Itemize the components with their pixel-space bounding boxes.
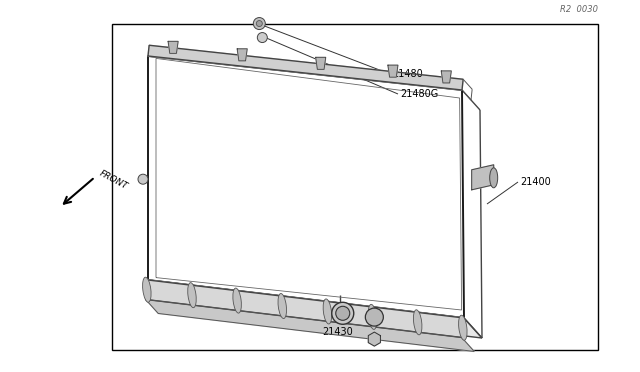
Polygon shape: [148, 280, 482, 338]
Polygon shape: [316, 57, 326, 69]
Text: R2  0030: R2 0030: [560, 5, 598, 14]
Ellipse shape: [413, 310, 422, 335]
Circle shape: [257, 33, 268, 42]
Polygon shape: [168, 41, 178, 53]
Bar: [112, 24, 598, 350]
Ellipse shape: [278, 294, 287, 318]
Circle shape: [336, 306, 349, 320]
Polygon shape: [368, 332, 380, 346]
Text: 21480: 21480: [392, 69, 423, 79]
Polygon shape: [472, 165, 493, 190]
Polygon shape: [146, 299, 474, 352]
Ellipse shape: [323, 299, 332, 324]
Text: 21400: 21400: [520, 177, 551, 187]
Circle shape: [138, 174, 148, 184]
Circle shape: [332, 302, 354, 324]
Polygon shape: [148, 45, 463, 90]
Circle shape: [365, 308, 383, 326]
Text: 21430: 21430: [322, 327, 353, 337]
Ellipse shape: [368, 304, 377, 329]
Circle shape: [253, 17, 266, 29]
Ellipse shape: [233, 288, 241, 313]
Ellipse shape: [490, 168, 498, 188]
Ellipse shape: [143, 277, 151, 302]
Polygon shape: [388, 65, 398, 77]
Polygon shape: [146, 280, 464, 337]
Ellipse shape: [459, 315, 467, 340]
Circle shape: [256, 20, 262, 26]
Polygon shape: [237, 49, 247, 61]
Ellipse shape: [188, 283, 196, 308]
Polygon shape: [442, 71, 451, 83]
Text: FRONT: FRONT: [98, 169, 129, 191]
Text: 21480G: 21480G: [400, 89, 438, 99]
